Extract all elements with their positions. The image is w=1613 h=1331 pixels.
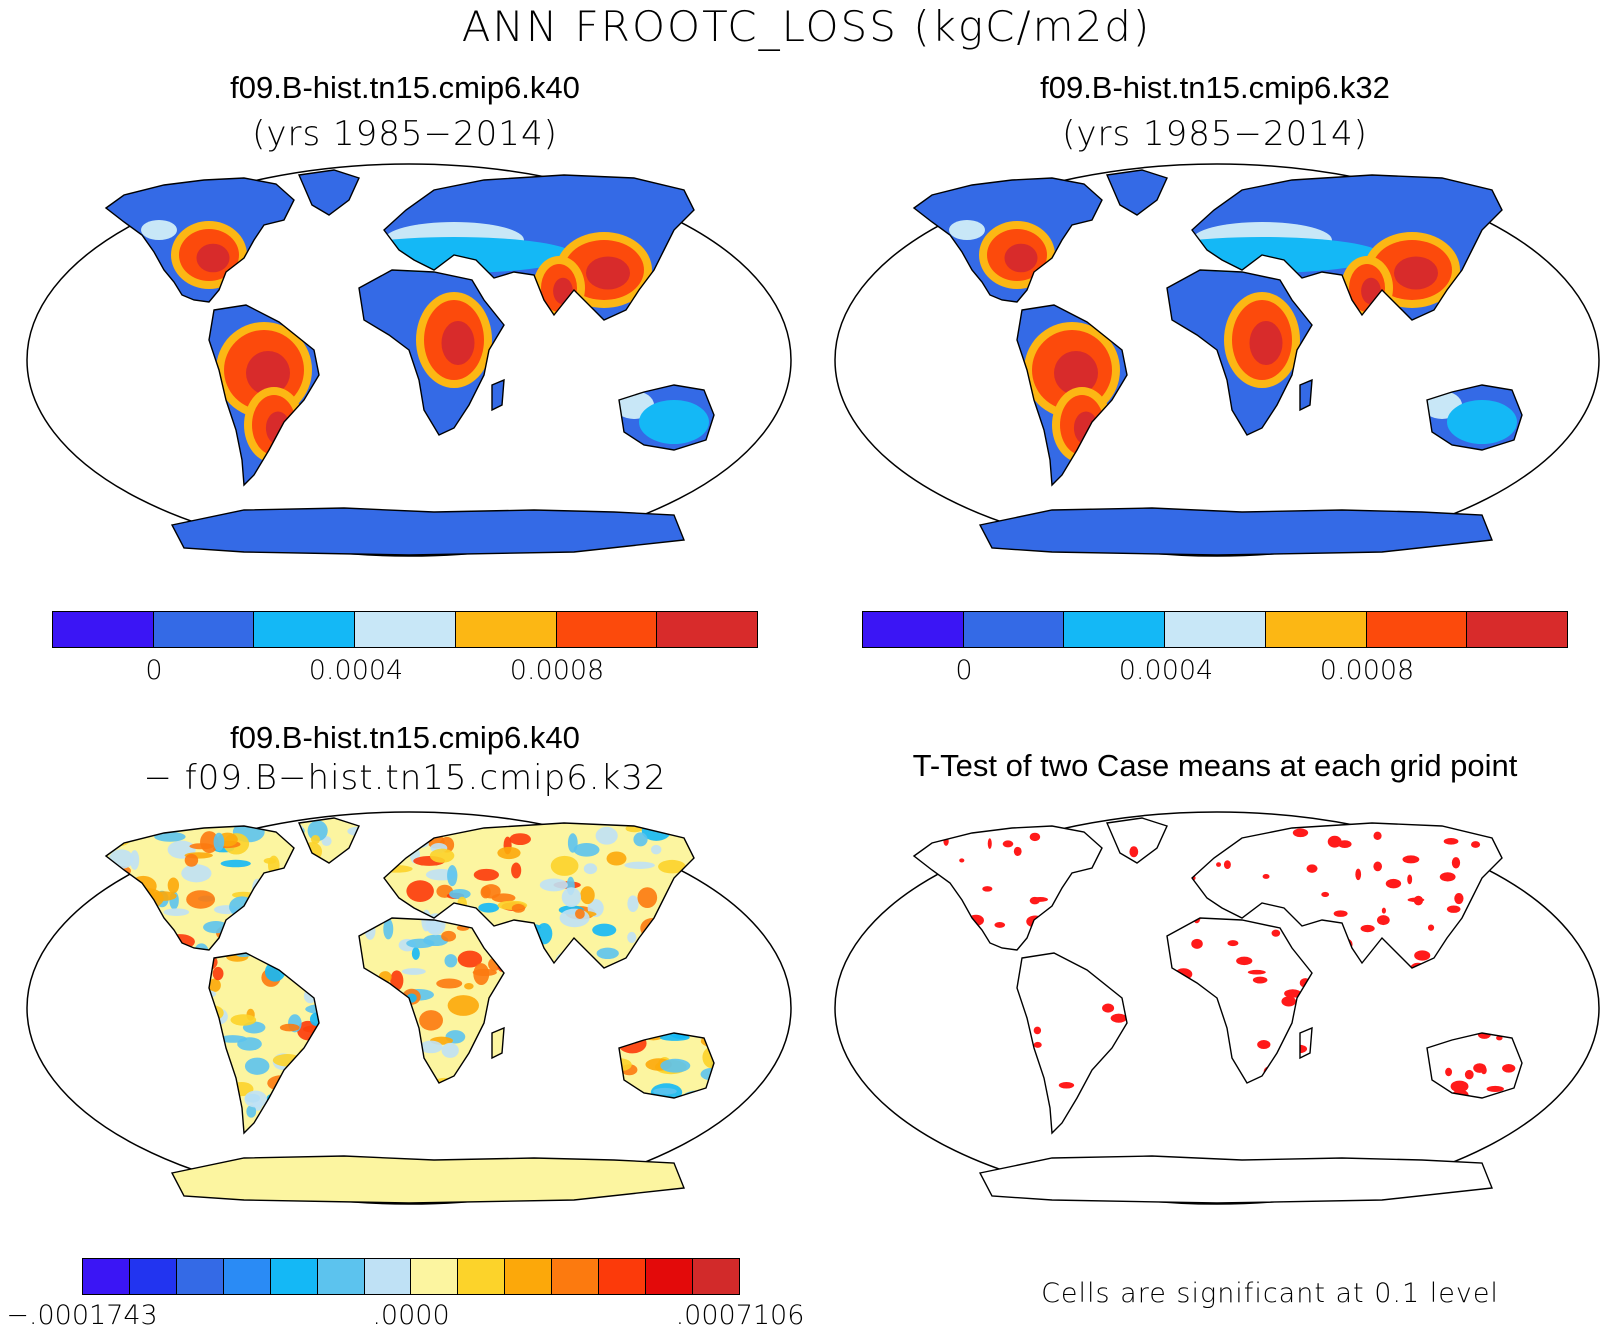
coastline-antarctica [170,507,685,556]
colorbar-cell [556,612,658,647]
colorbar-k32 [862,611,1568,648]
coastline-madagascar [1299,378,1313,412]
colorbar-cell [153,612,255,647]
significance-note: Cells are significant at 0.1 level [1041,1278,1499,1309]
colorbar-k40 [52,611,758,648]
coastline-antarctica [170,1155,685,1204]
coastline-australia [1426,384,1523,451]
map-ttest [834,811,1600,1205]
coastline-greenland [297,169,360,216]
colorbar-cell [692,1259,739,1294]
map-k32 [834,163,1600,557]
coastline-greenland [1105,169,1168,216]
coastline-samerica [1016,304,1128,487]
colorbar-cell [1265,612,1367,647]
colorbar-cell [270,1259,318,1294]
colorbar-k40-tick: 0 [145,655,163,686]
colorbar-k32-tick: 0 [955,655,973,686]
colorbar-cell [963,612,1065,647]
colorbar-cell [254,612,356,647]
colorbar-cell [364,1259,412,1294]
coastline-greenland [297,817,360,864]
colorbar-cell [53,612,154,647]
map-difference [26,811,792,1205]
coastline-eurasia [1191,822,1503,969]
colorbar-cell [223,1259,271,1294]
colorbar-cell [355,612,456,647]
coastline-greenland [1105,817,1168,864]
coastline-australia [618,1032,715,1099]
colorbar-difference-tick: −.0001743 [6,1300,158,1331]
colorbar-cell [599,1259,647,1294]
colorbar-cell [863,612,964,647]
colorbar-cell [1064,612,1166,647]
colorbar-cell [657,612,758,647]
coastline-namerica [104,177,295,303]
coastline-africa [1166,269,1313,436]
coastline-namerica [912,825,1103,951]
coastline-samerica [1016,952,1128,1135]
coastline-madagascar [491,1026,505,1060]
map-k40 [26,163,792,557]
coastline-eurasia [383,174,695,321]
colorbar-difference-tick: .0007106 [675,1300,805,1331]
coastline-africa [358,917,505,1084]
colorbar-cell [411,1259,459,1294]
panel-subtitle-k40: (yrs 1985−2014) [252,114,558,154]
colorbar-cell [1366,612,1468,647]
colorbar-k32-tick: 0.0004 [1118,655,1214,686]
coastline-samerica [208,304,320,487]
coastline-namerica [104,825,295,951]
colorbar-cell [1467,612,1568,647]
colorbar-difference [82,1258,740,1295]
colorbar-k40-tick: 0.0004 [308,655,404,686]
coastline-samerica [208,952,320,1135]
panel-subtitle-difference: − f09.B−hist.tn15.cmip6.k32 [143,758,667,798]
colorbar-k32-tick: 0.0008 [1319,655,1415,686]
panel-title-k32: f09.B-hist.tn15.cmip6.k32 [1040,70,1390,105]
colorbar-cell [129,1259,177,1294]
colorbar-cell [83,1259,130,1294]
colorbar-cell [455,612,557,647]
colorbar-cell [646,1259,693,1294]
colorbar-cell [505,1259,553,1294]
colorbar-difference-tick: .0000 [372,1300,450,1331]
coastline-australia [618,384,715,451]
coastline-madagascar [1299,1026,1313,1060]
coastline-africa [358,269,505,436]
coastline-namerica [912,177,1103,303]
coastline-australia [1426,1032,1523,1099]
coastline-eurasia [383,822,695,969]
coastline-africa [1166,917,1313,1084]
colorbar-cell [552,1259,600,1294]
coastline-eurasia [1191,174,1503,321]
colorbar-k40-tick: 0.0008 [509,655,605,686]
coastline-madagascar [491,378,505,412]
panel-subtitle-k32: (yrs 1985−2014) [1062,114,1368,154]
colorbar-cell [317,1259,365,1294]
panel-title-k40: f09.B-hist.tn15.cmip6.k40 [230,70,580,105]
colorbar-cell [1165,612,1266,647]
coastline-antarctica [978,507,1493,556]
colorbar-cell [458,1259,506,1294]
colorbar-cell [176,1259,224,1294]
coastline-antarctica [978,1155,1493,1204]
panel-title-difference: f09.B-hist.tn15.cmip6.k40 [230,720,580,755]
main-title: ANN FROOTC_LOSS (kgC/m2d) [461,2,1152,51]
panel-title-ttest: T-Test of two Case means at each grid po… [912,748,1518,783]
